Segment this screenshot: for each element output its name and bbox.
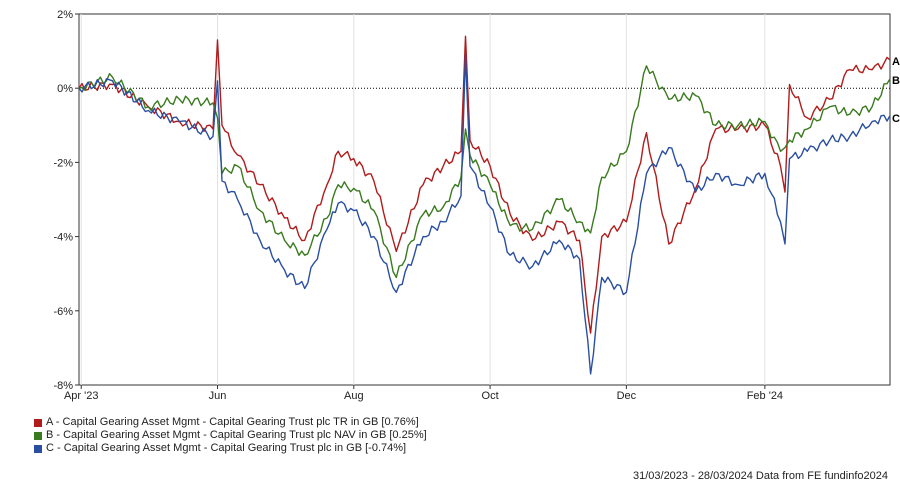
series-end-label-a: A [892, 56, 900, 68]
legend-item-b: B - Capital Gearing Asset Mgmt - Capital… [34, 429, 427, 442]
x-tick-label: Feb '24 [747, 390, 783, 402]
x-tick-label: Apr '23 [64, 390, 99, 402]
plot-area [78, 13, 891, 386]
legend-swatch-b [34, 431, 42, 440]
legend-item-c: C - Capital Gearing Asset Mgmt - Capital… [34, 442, 427, 455]
x-tick-label: Aug [344, 390, 364, 402]
legend-swatch-a [34, 418, 42, 427]
series-line-c [78, 54, 891, 375]
legend-label-a: A - Capital Gearing Asset Mgmt - Capital… [46, 416, 419, 428]
y-tick-label: -2% [53, 157, 73, 169]
legend-label-b: B - Capital Gearing Asset Mgmt - Capital… [46, 429, 427, 441]
y-tick-label: 2% [57, 9, 73, 21]
y-tick-label: -8% [53, 380, 73, 392]
legend: A - Capital Gearing Asset Mgmt - Capital… [34, 416, 427, 455]
legend-item-a: A - Capital Gearing Asset Mgmt - Capital… [34, 416, 427, 429]
series-end-label-c: C [892, 113, 900, 125]
y-tick-label: -4% [53, 232, 73, 244]
series-end-label-b: B [892, 75, 900, 87]
x-tick-label: Dec [617, 390, 637, 402]
series-line-b [78, 65, 891, 279]
legend-label-c: C - Capital Gearing Asset Mgmt - Capital… [46, 442, 407, 454]
y-tick-label: 0% [57, 83, 73, 95]
legend-swatch-c [34, 444, 42, 453]
y-tick-label: -6% [53, 306, 73, 318]
data-source-footer: 31/03/2023 - 28/03/2024 Data from FE fun… [632, 470, 888, 482]
x-tick-label: Jun [209, 390, 227, 402]
x-tick-label: Oct [482, 390, 499, 402]
line-chart: Apr '23 Jun Aug Oct Dec Feb '24 2% 0% -2% -4% -6% -… [53, 9, 900, 402]
